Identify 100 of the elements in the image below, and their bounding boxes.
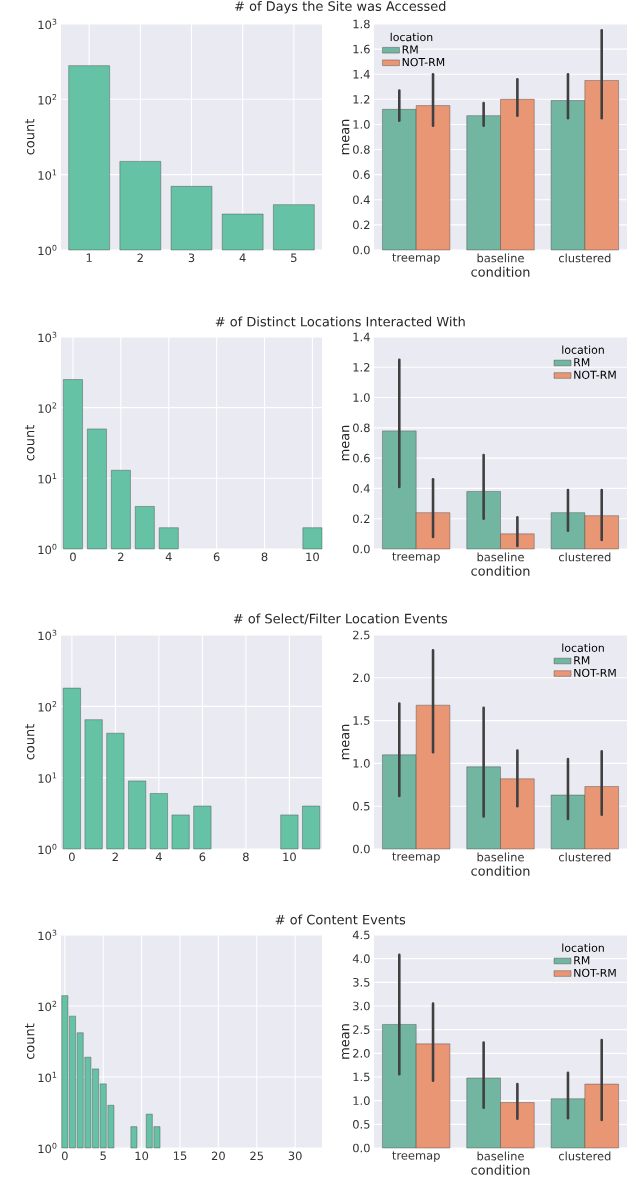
chart-title: # of Distinct Locations Interacted With [215, 316, 465, 327]
legend-label: RM [574, 956, 590, 965]
y-tick-label: 1.2 [353, 363, 370, 372]
y-axis-title: count [25, 1023, 35, 1060]
y-tick-label: 10$^{3}$ [38, 331, 57, 343]
y-tick-label: 10$^{1}$ [38, 473, 57, 484]
legend-label: RM [402, 45, 418, 54]
x-tick-label: 5 [291, 253, 297, 263]
y-axis-title: count [25, 119, 35, 155]
legend-label: RM [574, 656, 590, 665]
x-tick-label: 30 [288, 1151, 302, 1161]
y-axis-title: mean [341, 724, 350, 760]
y-tick-label: 0.5 [353, 801, 370, 811]
y-tick-label: 0.4 [353, 484, 370, 493]
x-tick-label: clustered [558, 552, 611, 562]
x-tick-label: 2 [112, 852, 118, 862]
legend-title: location [562, 643, 604, 652]
y-axis-title: count [25, 425, 35, 461]
x-tick-label: 4 [155, 852, 162, 861]
x-tick-label: 5 [100, 1151, 106, 1161]
y-tick-label: 10$^{3}$ [38, 929, 57, 941]
y-tick-label: 10$^{0}$ [38, 1142, 57, 1154]
y-tick-label: 10$^{2}$ [38, 402, 57, 413]
y-axis-title: mean [341, 119, 350, 155]
x-tick-label: 3 [188, 253, 195, 263]
y-tick-label: 1.0 [353, 393, 370, 402]
y-tick-label: 10$^{0}$ [38, 843, 57, 855]
x-tick-label: treemap [392, 552, 440, 563]
x-tick-label: treemap [392, 852, 440, 863]
x-tick-label: 0 [70, 552, 76, 562]
chart-title: # of Content Events [275, 914, 406, 925]
x-tick-label: 4 [239, 253, 246, 262]
x-tick-label: 4 [165, 552, 172, 561]
y-axis-title: mean [341, 1024, 350, 1059]
y-tick-label: 1.0 [353, 759, 370, 768]
y-tick-label: 1.4 [353, 70, 370, 79]
x-tick-label: 10 [306, 552, 319, 562]
y-tick-label: 1.5 [353, 1072, 370, 1082]
chart-title: # of Days the Site was Accessed [235, 0, 446, 14]
legend-title: location [562, 943, 604, 952]
x-tick-label: 8 [243, 852, 249, 862]
y-tick-label: 10$^{3}$ [38, 629, 57, 641]
x-axis-title: condition [471, 1164, 530, 1175]
x-axis-title: condition [471, 865, 530, 876]
y-tick-label: 10$^{2}$ [38, 94, 57, 105]
x-tick-label: treemap [392, 253, 440, 264]
x-tick-label: baseline [477, 1151, 524, 1161]
x-axis-title: condition [471, 266, 530, 277]
y-tick-label: 0.6 [353, 170, 370, 179]
y-tick-label: 0.2 [353, 220, 370, 230]
y-tick-label: 10$^{1}$ [38, 772, 57, 783]
y-tick-label: 1.4 [353, 332, 370, 342]
y-tick-label: 2.5 [353, 630, 370, 640]
x-tick-label: 20 [211, 1151, 225, 1161]
y-tick-label: 3.5 [353, 978, 370, 987]
legend-label: NOT-RM [574, 370, 616, 379]
y-tick-label: 10$^{0}$ [38, 244, 57, 256]
chart-title: # of Select/Filter Location Events [233, 613, 448, 625]
y-tick-label: 4.5 [352, 930, 370, 940]
y-tick-label: 10$^{3}$ [38, 18, 57, 30]
y-tick-label: 2.0 [353, 673, 370, 683]
y-tick-label: 10$^{1}$ [38, 1071, 57, 1083]
x-tick-label: 2 [137, 253, 143, 263]
x-axis-title: condition [471, 565, 530, 576]
legend-title: location [562, 345, 604, 354]
x-tick-label: 15 [173, 1151, 187, 1161]
y-tick-label: 0.4 [353, 195, 370, 205]
y-tick-label: 0.0 [353, 544, 370, 554]
y-tick-label: 3.0 [353, 1001, 370, 1011]
x-tick-label: 1 [86, 253, 92, 262]
x-tick-label: 2 [118, 552, 124, 562]
legend-label: NOT-RM [402, 57, 445, 67]
y-tick-label: 10$^{2}$ [38, 1000, 57, 1012]
x-tick-label: baseline [477, 253, 524, 263]
y-tick-label: 0.8 [353, 145, 370, 154]
y-tick-label: 0.8 [353, 423, 370, 433]
y-tick-label: 0.0 [353, 1143, 370, 1153]
y-tick-label: 1.2 [353, 95, 370, 104]
x-tick-label: baseline [477, 552, 524, 562]
y-axis-title: count [25, 724, 35, 760]
y-tick-label: 1.0 [353, 1096, 370, 1105]
y-tick-label: 0.0 [353, 245, 370, 255]
y-axis-title: mean [341, 425, 350, 461]
x-tick-label: clustered [558, 1151, 611, 1161]
legend-label: RM [574, 358, 590, 367]
legend-label: NOT-RM [574, 668, 616, 678]
legend-label: NOT-RM [574, 968, 616, 978]
x-tick-label: 6 [199, 852, 206, 862]
y-tick-label: 0.2 [353, 514, 370, 524]
x-tick-label: 0 [68, 852, 75, 862]
x-tick-label: 6 [213, 552, 220, 562]
y-tick-label: 1.5 [353, 716, 370, 725]
y-tick-label: 2.5 [353, 1025, 370, 1034]
y-tick-label: 0.0 [353, 844, 370, 854]
y-tick-label: 1.0 [353, 120, 370, 129]
y-tick-label: 0.6 [353, 453, 370, 463]
legend-title: location [390, 32, 433, 42]
x-tick-label: 10 [135, 1151, 149, 1161]
x-tick-label: 8 [261, 552, 268, 562]
y-tick-label: 10$^{1}$ [38, 169, 57, 180]
